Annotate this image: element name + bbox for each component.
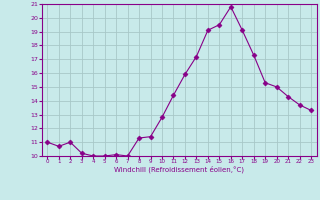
X-axis label: Windchill (Refroidissement éolien,°C): Windchill (Refroidissement éolien,°C) bbox=[114, 166, 244, 173]
